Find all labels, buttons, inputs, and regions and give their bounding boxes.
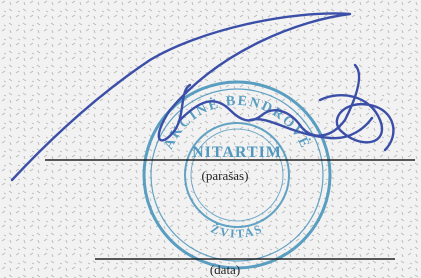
document-scan: AKCINĖ BENDROVĖ NITARTIM ŽVITAS (parašas…: [0, 0, 421, 278]
background: [0, 0, 421, 278]
stamp-center-text: NITARTIM: [192, 144, 282, 161]
page: AKCINĖ BENDROVĖ NITARTIM ŽVITAS (parašas…: [0, 0, 421, 278]
date-label: (data): [210, 262, 240, 277]
signature-label: (parašas): [202, 168, 249, 183]
